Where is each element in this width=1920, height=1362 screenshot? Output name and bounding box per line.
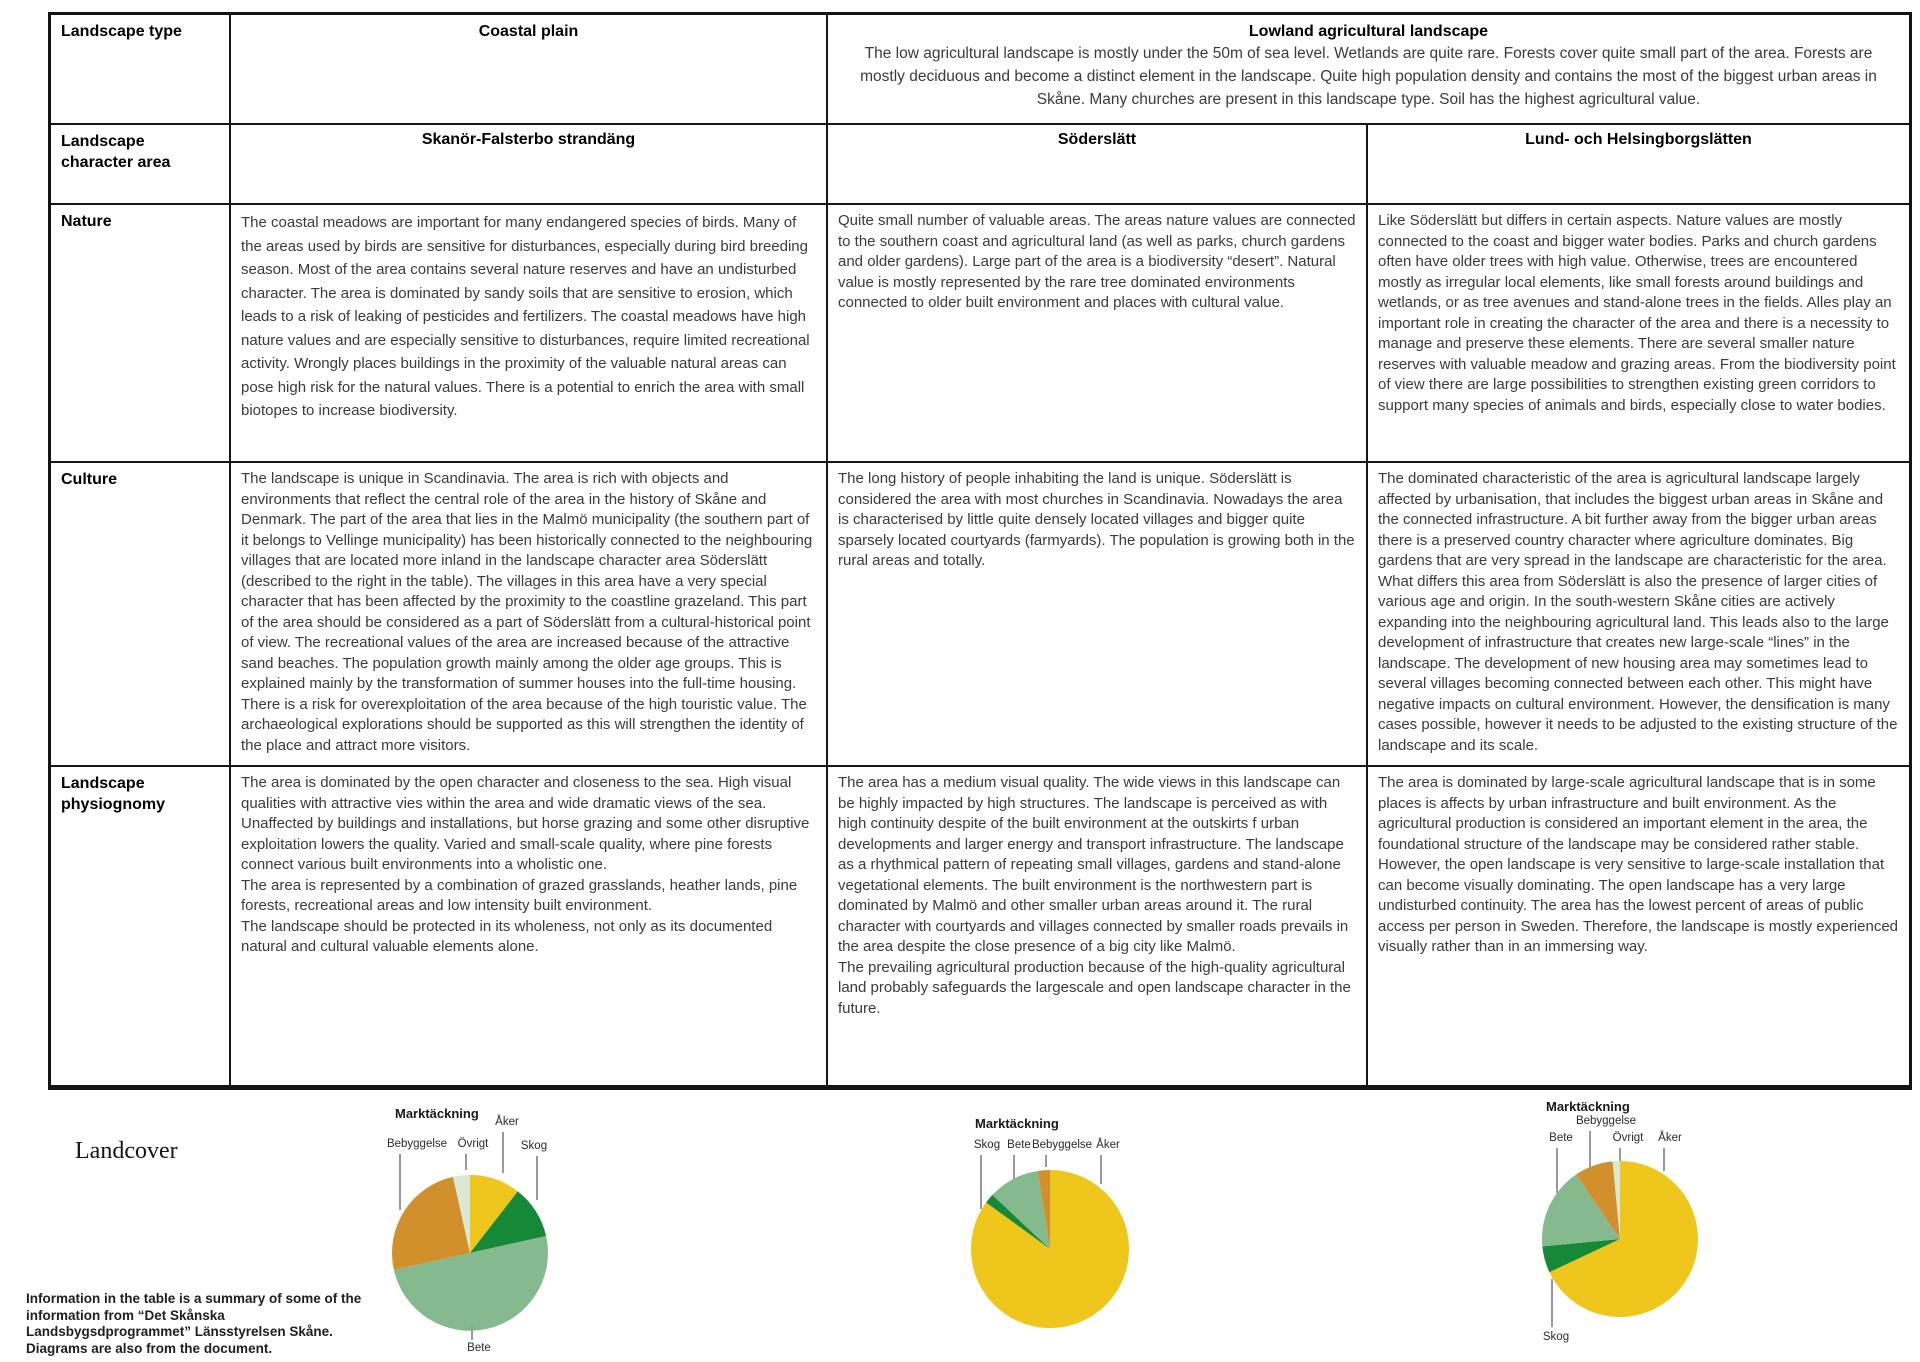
pie-label-åker: Åker (1658, 1132, 1682, 1144)
pie-slice-åker (970, 1170, 1129, 1328)
pie-label-åker: Åker (495, 1116, 519, 1128)
pie-title: Marktäckning (975, 1116, 1059, 1131)
pie-leader-line-bete (1013, 1155, 1015, 1179)
pie-chart-soderslatt: Marktäckning Åker Skog Bete Bebyggelse (960, 1112, 1220, 1362)
area-title-skanor: Skanör-Falsterbo strandäng (231, 125, 828, 205)
physiognomy-lund-text: The area is dominated by large-scale agr… (1368, 767, 1909, 1085)
row-header-character-area: Landscape character area (51, 125, 231, 205)
row-header-landscape-type: Landscape type (51, 15, 231, 125)
pie-leader-line-bebyggelse (1045, 1155, 1047, 1167)
pie-chart-lund-helsingborg: Marktäckning Åker Skog Bete Bebyggelse Övrigt (1530, 1095, 1790, 1358)
pie-leader-line-bete (471, 1326, 473, 1340)
pie-label-bebyggelse: Bebyggelse (1031, 1139, 1093, 1151)
physiognomy-soderslatt-text: The area has a medium visual quality. Th… (828, 767, 1368, 1085)
pie-leader-line-skog (536, 1156, 538, 1200)
pie-label-åker: Åker (1096, 1139, 1120, 1151)
pie-slice-skog (1542, 1239, 1620, 1273)
pie-leader-line-övrigt (465, 1154, 467, 1170)
pie-slice-åker (1549, 1161, 1698, 1317)
pie-slice-bete (1542, 1174, 1620, 1247)
pie-title: Marktäckning (395, 1106, 479, 1121)
row-header-physiognomy: Landscape physiognomy (51, 767, 231, 1085)
pie-chart-skanor-falsterbo: Marktäckning Åker Skog Bete Bebyggelse Övrigt (330, 1100, 670, 1362)
pie-leader-line-bete (1556, 1148, 1558, 1193)
pie-leader-line-bebyggelse (399, 1154, 401, 1210)
area-title-lund-helsingborg: Lund- och Helsingborgslätten (1368, 125, 1909, 205)
area-title-soderslatt: Söderslätt (828, 125, 1368, 205)
pie-label-bete: Bete (1007, 1139, 1031, 1151)
nature-soderslatt-text: Quite small number of valuable areas. Th… (828, 205, 1368, 463)
landscape-table: Landscape type Coastal plain Lowland agr… (48, 12, 1912, 1090)
lowland-description: The low agricultural landscape is mostly… (860, 45, 1877, 108)
pie-slice-övrigt (452, 1175, 470, 1253)
pie-leader-line-bebyggelse (1589, 1131, 1591, 1169)
pie-slice-skog (986, 1194, 1050, 1249)
pie-leader-line-skog (980, 1155, 982, 1209)
pie-label-skog: Skog (1542, 1331, 1570, 1343)
culture-skanor-text: The landscape is unique in Scandinavia. … (231, 463, 828, 767)
landcover-label: Landcover (75, 1138, 178, 1164)
pie-leader-line-åker (1663, 1148, 1665, 1171)
pie-label-bebyggelse: Bebyggelse (386, 1138, 448, 1150)
pie-label-skog: Skog (520, 1140, 548, 1152)
pie-slice-bebyggelse (1037, 1170, 1050, 1249)
pie-leader-line-övrigt (1619, 1148, 1621, 1161)
pie-label-övrigt: Övrigt (457, 1138, 489, 1150)
pie-svg (392, 1175, 548, 1331)
physiognomy-skanor-text: The area is dominated by the open charac… (231, 767, 828, 1085)
pie-slice-bebyggelse (392, 1176, 470, 1271)
pie-leader-line-åker (502, 1132, 504, 1173)
culture-lund-text: The dominated characteristic of the area… (1368, 463, 1909, 767)
pie-label-bete: Bete (467, 1342, 491, 1354)
pie-slice-skog (470, 1191, 547, 1253)
nature-lund-text: Like Söderslätt but differs in certain a… (1368, 205, 1909, 463)
source-note: Information in the table is a summary of… (26, 1291, 362, 1356)
row-header-culture: Culture (51, 463, 231, 767)
pie-slice-bete (992, 1170, 1050, 1249)
pie-label-övrigt: Övrigt (1612, 1132, 1644, 1144)
pie-svg (970, 1170, 1129, 1328)
pie-label-bete: Bete (1549, 1132, 1573, 1144)
pie-label-bebyggelse: Bebyggelse (1575, 1115, 1637, 1127)
pie-leader-line-skog (1551, 1279, 1553, 1327)
pie-label-skog: Skog (973, 1139, 1001, 1151)
pie-svg (1542, 1161, 1698, 1317)
nature-skanor-text: The coastal meadows are important for ma… (231, 205, 828, 463)
cell-lowland-landscape: Lowland agricultural landscape The low a… (828, 15, 1909, 125)
pie-slice-övrigt (1612, 1161, 1620, 1239)
pie-slice-bebyggelse (1576, 1161, 1620, 1239)
row-header-nature: Nature (51, 205, 231, 463)
pie-slice-bete (393, 1235, 548, 1331)
cell-coastal-plain-title: Coastal plain (231, 15, 828, 125)
culture-soderslatt-text: The long history of people inhabiting th… (828, 463, 1368, 767)
pie-slice-åker (470, 1175, 518, 1253)
pie-title: Marktäckning (1546, 1099, 1630, 1114)
pie-leader-line-åker (1100, 1155, 1102, 1184)
lowland-title: Lowland agricultural landscape (1248, 23, 1489, 40)
